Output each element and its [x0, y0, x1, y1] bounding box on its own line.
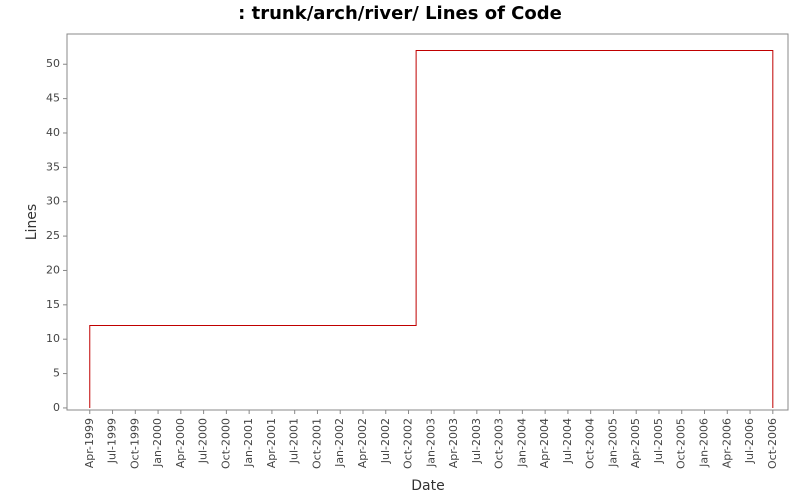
- x-tick-label: Jul-2004: [561, 418, 574, 464]
- x-tick-label: Oct-2001: [310, 418, 323, 469]
- x-tick-label: Apr-1999: [83, 418, 96, 468]
- x-tick-label: Jan-2002: [333, 418, 346, 468]
- y-tick-label: 15: [46, 298, 60, 311]
- x-tick-label: Jul-2000: [197, 418, 210, 464]
- x-tick-label: Apr-2002: [356, 418, 369, 468]
- x-tick-label: Apr-2000: [174, 418, 187, 468]
- x-tick-label: Apr-2003: [447, 418, 460, 468]
- x-tick-label: Jan-2004: [515, 418, 528, 468]
- x-tick-label: Jan-2003: [424, 418, 437, 468]
- y-axis-label: Lines: [24, 204, 40, 240]
- x-tick-label: Oct-2003: [493, 418, 506, 469]
- x-tick-label: Oct-1999: [128, 418, 141, 469]
- x-tick-label: Apr-2005: [629, 418, 642, 468]
- x-tick-label: Jul-2003: [470, 418, 483, 464]
- y-tick-label: 50: [46, 57, 60, 70]
- x-tick-label: Jan-2000: [151, 418, 164, 468]
- data-line: [89, 49, 774, 408]
- x-tick-label: Jan-2006: [698, 418, 711, 468]
- x-tick-label: Jul-2005: [652, 418, 665, 464]
- x-tick-label: Apr-2004: [538, 418, 551, 468]
- chart-title: : trunk/arch/river/ Lines of Code: [238, 3, 562, 24]
- y-tick-label: 25: [46, 229, 60, 242]
- x-tick-label: Apr-2001: [265, 418, 278, 468]
- y-tick-label: 20: [46, 263, 60, 276]
- x-tick-label: Oct-2004: [584, 418, 597, 469]
- y-tick-label: 0: [53, 401, 60, 414]
- x-tick-label: Oct-2002: [402, 418, 415, 469]
- x-axis-label: Date: [411, 478, 444, 494]
- plot-area: [66, 33, 789, 411]
- y-tick-label: 45: [46, 92, 60, 105]
- x-tick-label: Jul-2001: [288, 418, 301, 464]
- x-tick-label: Oct-2006: [766, 418, 779, 469]
- y-tick-label: 30: [46, 195, 60, 208]
- x-tick-label: Apr-2006: [720, 418, 733, 468]
- x-tick-label: Jan-2005: [606, 418, 619, 468]
- y-tick-label: 10: [46, 332, 60, 345]
- x-tick-label: Jan-2001: [242, 418, 255, 468]
- y-tick-label: 35: [46, 160, 60, 173]
- x-tick-label: Oct-2000: [219, 418, 232, 469]
- x-tick-label: Jul-2006: [743, 418, 756, 464]
- x-tick-label: Jul-1999: [106, 418, 119, 464]
- y-tick-label: 5: [53, 367, 60, 380]
- x-tick-label: Jul-2002: [379, 418, 392, 464]
- x-tick-label: Oct-2005: [675, 418, 688, 469]
- y-tick-label: 40: [46, 126, 60, 139]
